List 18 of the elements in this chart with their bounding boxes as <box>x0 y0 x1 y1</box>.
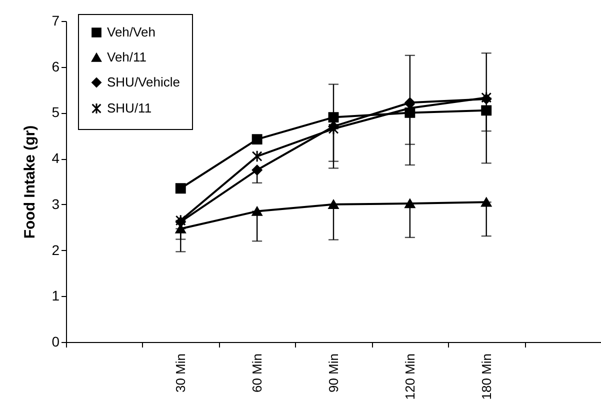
y-tick-label: 4 <box>52 150 60 166</box>
y-tick-label: 6 <box>52 58 60 74</box>
x-tick-label: 90 Min <box>326 354 341 393</box>
legend-label: Veh/11 <box>107 50 147 64</box>
y-tick-label: 1 <box>52 288 60 304</box>
legend-label: Veh/Veh <box>107 24 156 40</box>
y-tick-label: 0 <box>52 334 60 350</box>
legend-label: SHU/11 <box>107 100 152 116</box>
y-tick-label: 5 <box>52 104 60 120</box>
x-tick-label: 60 Min <box>250 354 265 393</box>
x-tick-label: 180 Min <box>478 354 494 400</box>
y-tick-label: 2 <box>52 242 60 258</box>
y-tick-label: 3 <box>52 196 60 212</box>
legend-label: SHU/Vehicle <box>107 74 180 90</box>
x-tick-label: 120 Min <box>402 354 418 400</box>
x-tick-label: 30 Min <box>173 354 188 393</box>
y-axis-title: Food Intake (gr) <box>22 125 39 239</box>
y-tick-label: 7 <box>52 12 60 28</box>
